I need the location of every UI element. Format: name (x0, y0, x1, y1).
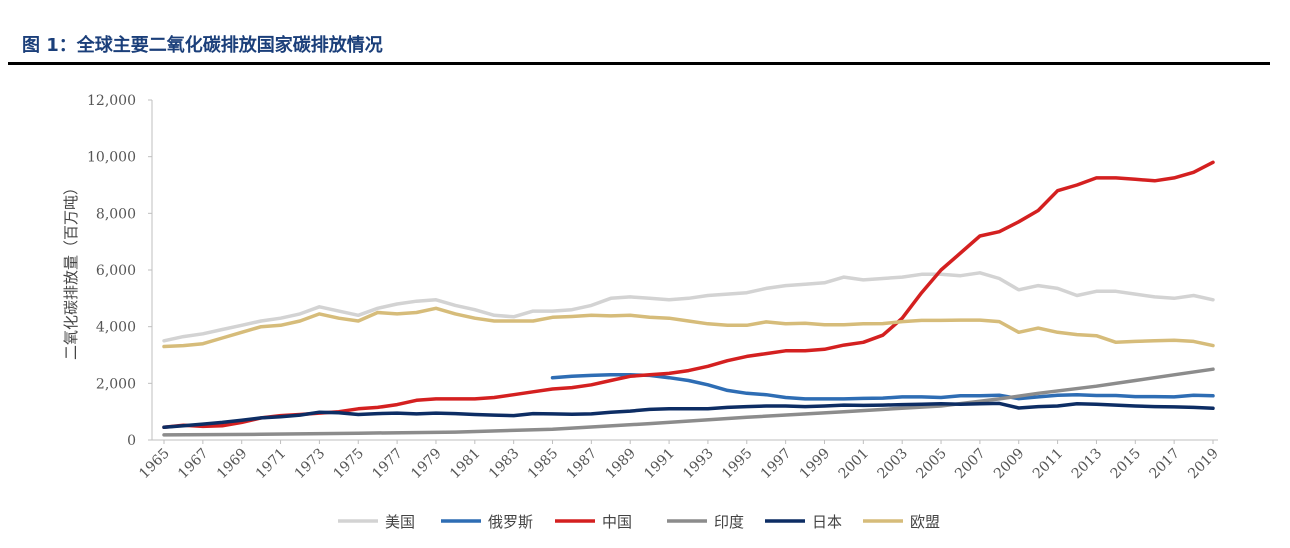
x-tick-label: 1965 (136, 446, 173, 483)
series-line-2 (162, 160, 1215, 430)
legend-label-4: 日本 (812, 513, 842, 531)
x-tick-label: 1987 (564, 446, 601, 483)
series-line-3 (162, 367, 1215, 437)
y-tick-label: 6,000 (96, 263, 136, 279)
x-tick-label: 2013 (1069, 446, 1106, 483)
x-tick-label: 2017 (1146, 446, 1183, 483)
series-line-0 (162, 271, 1215, 343)
y-tick-label: 2,000 (96, 376, 136, 392)
x-tick-label: 1999 (797, 446, 834, 483)
x-tick-label: 1983 (486, 446, 523, 483)
legend-label-3: 印度 (714, 513, 744, 531)
x-tick-label: 2009 (991, 446, 1028, 483)
x-tick-label: 2019 (1185, 446, 1222, 483)
x-tick-label: 1985 (525, 446, 562, 483)
x-tick-label: 2007 (952, 446, 989, 483)
x-tick-label: 2005 (913, 446, 950, 483)
x-tick-label: 1979 (408, 446, 445, 483)
x-tick-label: 1977 (369, 446, 406, 483)
y-tick-label: 4,000 (96, 320, 136, 336)
x-tick-label: 2011 (1030, 446, 1067, 483)
series-line-5 (162, 306, 1215, 349)
figure-title: 图 1：全球主要二氧化碳排放国家碳排放情况 (22, 35, 383, 56)
x-tick-label: 2015 (1108, 446, 1145, 483)
y-axis-label: 二氧化碳排放量（百万吨） (62, 180, 80, 360)
x-tick-label: 1975 (331, 446, 368, 483)
y-tick-label: 10,000 (87, 150, 136, 166)
x-tick-label: 1973 (292, 446, 329, 483)
x-tick-label: 1995 (719, 446, 756, 483)
y-tick-label: 0 (127, 433, 136, 449)
x-tick-label: 1993 (680, 446, 717, 483)
legend-label-5: 欧盟 (910, 513, 940, 531)
x-tick-label: 1997 (758, 446, 795, 483)
x-tick-label: 1989 (603, 446, 640, 483)
x-tick-label: 1967 (175, 446, 212, 483)
legend: 美国 俄罗斯 中国 印度 日本 欧盟 (338, 513, 940, 531)
series-line-1 (550, 373, 1215, 401)
legend-label-2: 中国 (602, 513, 632, 531)
x-tick-label: 2003 (874, 446, 911, 483)
x-tick-label: 1991 (641, 446, 678, 483)
series-layer (162, 160, 1215, 437)
legend-label-1: 俄罗斯 (488, 513, 533, 531)
y-tick-label: 12,000 (87, 93, 136, 109)
y-tick-label: 8,000 (96, 206, 136, 222)
x-tick-label: 1981 (447, 446, 484, 483)
x-tick-label: 1969 (214, 446, 251, 483)
legend-label-0: 美国 (385, 513, 415, 531)
series-line-4 (162, 401, 1215, 430)
x-tick-label: 1971 (253, 446, 290, 483)
title-rule (8, 62, 1270, 65)
x-tick-label: 2001 (836, 446, 873, 483)
header: 图 1：全球主要二氧化碳排放国家碳排放情况 (8, 0, 1270, 65)
